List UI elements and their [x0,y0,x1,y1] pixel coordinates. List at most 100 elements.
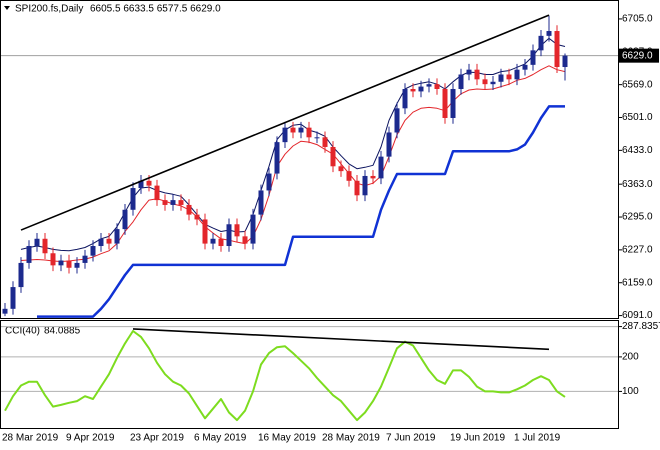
x-tick-label: 28 May 2019 [322,433,380,444]
candle-body [418,86,424,92]
cci-frame [0,320,619,429]
candle-body [242,236,248,244]
candle-body [554,31,560,68]
x-tick-label: 9 Apr 2019 [66,433,115,444]
x-tick-label: 7 Jun 2019 [386,433,436,444]
candle-body [226,224,232,247]
candle-body [258,190,264,215]
candle-body [562,55,568,68]
candle-body [290,127,296,133]
candle-body [98,238,104,247]
candle-body [410,88,416,92]
candle-body [450,88,456,118]
candle-body [506,74,512,80]
candle-body [50,253,56,266]
indicator-line [20,65,566,262]
candle-body [2,308,8,314]
y-tick-label: 200 [622,352,639,363]
candle-body [82,255,88,263]
candle-body [282,127,288,143]
main-frame [0,0,619,319]
y-tick-label: 6501.0 [622,112,653,123]
candle-body [106,238,112,244]
y-tick-label: 6295.0 [622,212,653,223]
ohlc-label: 6605.5 6633.5 6577.5 6629.0 [90,4,221,15]
candle-body [26,246,32,263]
candle-body [210,238,216,244]
candle-body [442,88,448,118]
candle-body [522,64,528,70]
candle-body [426,84,432,87]
candle-body [490,81,496,85]
candle-body [170,200,176,205]
candle-body [394,108,400,133]
last-price-box [619,48,659,63]
candle-body [266,173,272,191]
candle-body [346,171,352,181]
candle-body [354,180,360,196]
candle-body [202,219,208,244]
x-tick-label: 1 Jul 2019 [514,433,561,444]
candle-body [474,69,480,80]
candle-body [42,238,48,254]
candle-body [74,262,80,268]
indicator-line [37,105,565,318]
candle-body [34,238,40,247]
candle-body [274,142,280,174]
cci-line [4,330,566,422]
y-tick-label: 100 [622,386,639,397]
candle-body [530,50,536,65]
y-tick-label: 6159.0 [622,277,653,288]
candle-body [402,88,408,109]
candle-body [546,31,552,36]
candle-body [114,229,120,244]
last-price-label: 6629.0 [622,50,653,61]
candle-body [162,200,168,205]
trendline [132,328,550,351]
y-tick-label: 6363.0 [622,179,653,190]
candle-body [298,127,304,133]
trendline [20,14,550,231]
candle-body [482,79,488,85]
candle-body [514,69,520,80]
cci-title: CCI(40) [5,326,40,337]
candle-body [186,204,192,215]
candle-body [234,224,240,237]
x-tick-label: 6 May 2019 [194,433,247,444]
candle-body [306,127,312,138]
x-tick-label: 23 Apr 2019 [130,433,184,444]
candle-body [322,137,328,147]
y-tick-label: 6091.0 [622,310,653,321]
menu-arrow [4,6,10,10]
candle-body [538,35,544,51]
candle-body [10,287,16,309]
y-tick-label: 6227.0 [622,245,653,256]
candle-body [58,260,64,266]
candle-body [434,84,440,89]
candle-body [378,156,384,179]
candle-body [218,238,224,247]
candle-body [330,146,336,167]
candle-body [18,262,24,288]
cci-value: 84.0885 [44,326,81,337]
candle-body [250,214,256,244]
candle-body [66,260,72,268]
chart-title: SPI200.fs,Daily [15,4,83,15]
candle-body [370,175,376,179]
candle-body [90,246,96,256]
candle-body [466,69,472,75]
x-tick-label: 16 May 2019 [258,433,316,444]
candle-body [178,200,184,205]
y-tick-label: 287.8357 [622,321,660,332]
candle-body [194,214,200,220]
candle-body [362,175,368,196]
y-tick-label: 6705.0 [622,14,653,25]
candle-body [314,137,320,139]
candle-body [458,74,464,89]
candle-body [154,185,160,201]
y-tick-label: 6569.0 [622,79,653,90]
candle-body [498,74,504,82]
candle-body [138,180,144,189]
